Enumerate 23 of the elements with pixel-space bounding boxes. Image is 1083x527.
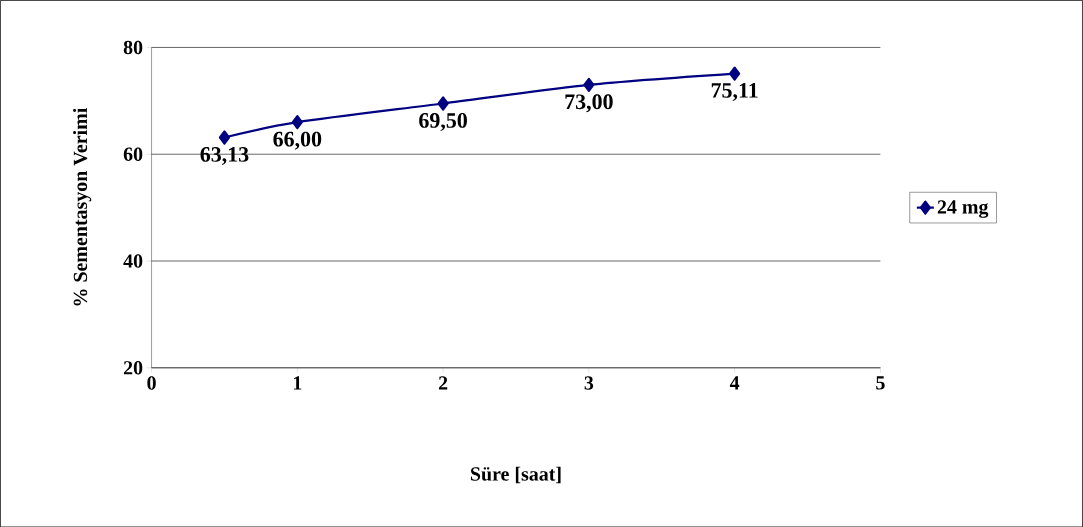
data-label: 66,00 <box>273 131 322 150</box>
data-label: 75,11 <box>711 82 758 101</box>
x-tick-label: 3 <box>584 376 594 390</box>
data-label: 73,00 <box>565 94 613 113</box>
point <box>729 66 741 81</box>
y-tick-label: 80 <box>123 40 143 54</box>
y-tick-label: 40 <box>123 254 143 268</box>
x-tick-label: 5 <box>876 376 885 390</box>
y-tick-label: 20 <box>123 360 143 375</box>
data-label: 69,50 <box>419 112 467 131</box>
y-tick-label: 60 <box>123 147 143 161</box>
x-tick-label: 2 <box>438 376 448 390</box>
point <box>437 96 449 111</box>
point <box>291 114 303 130</box>
x-tick-label: 4 <box>729 376 740 390</box>
x-axis-title: Süre [saat] <box>470 466 561 484</box>
legend-label: 24 mg <box>937 200 989 218</box>
point <box>583 77 595 92</box>
data-label: 63,13 <box>200 146 249 165</box>
x-tick-label: 0 <box>147 376 156 390</box>
x-tick-label: 1 <box>293 376 302 390</box>
y-axis-title: % Sementasyon Verimi <box>73 107 92 306</box>
point <box>218 130 231 145</box>
